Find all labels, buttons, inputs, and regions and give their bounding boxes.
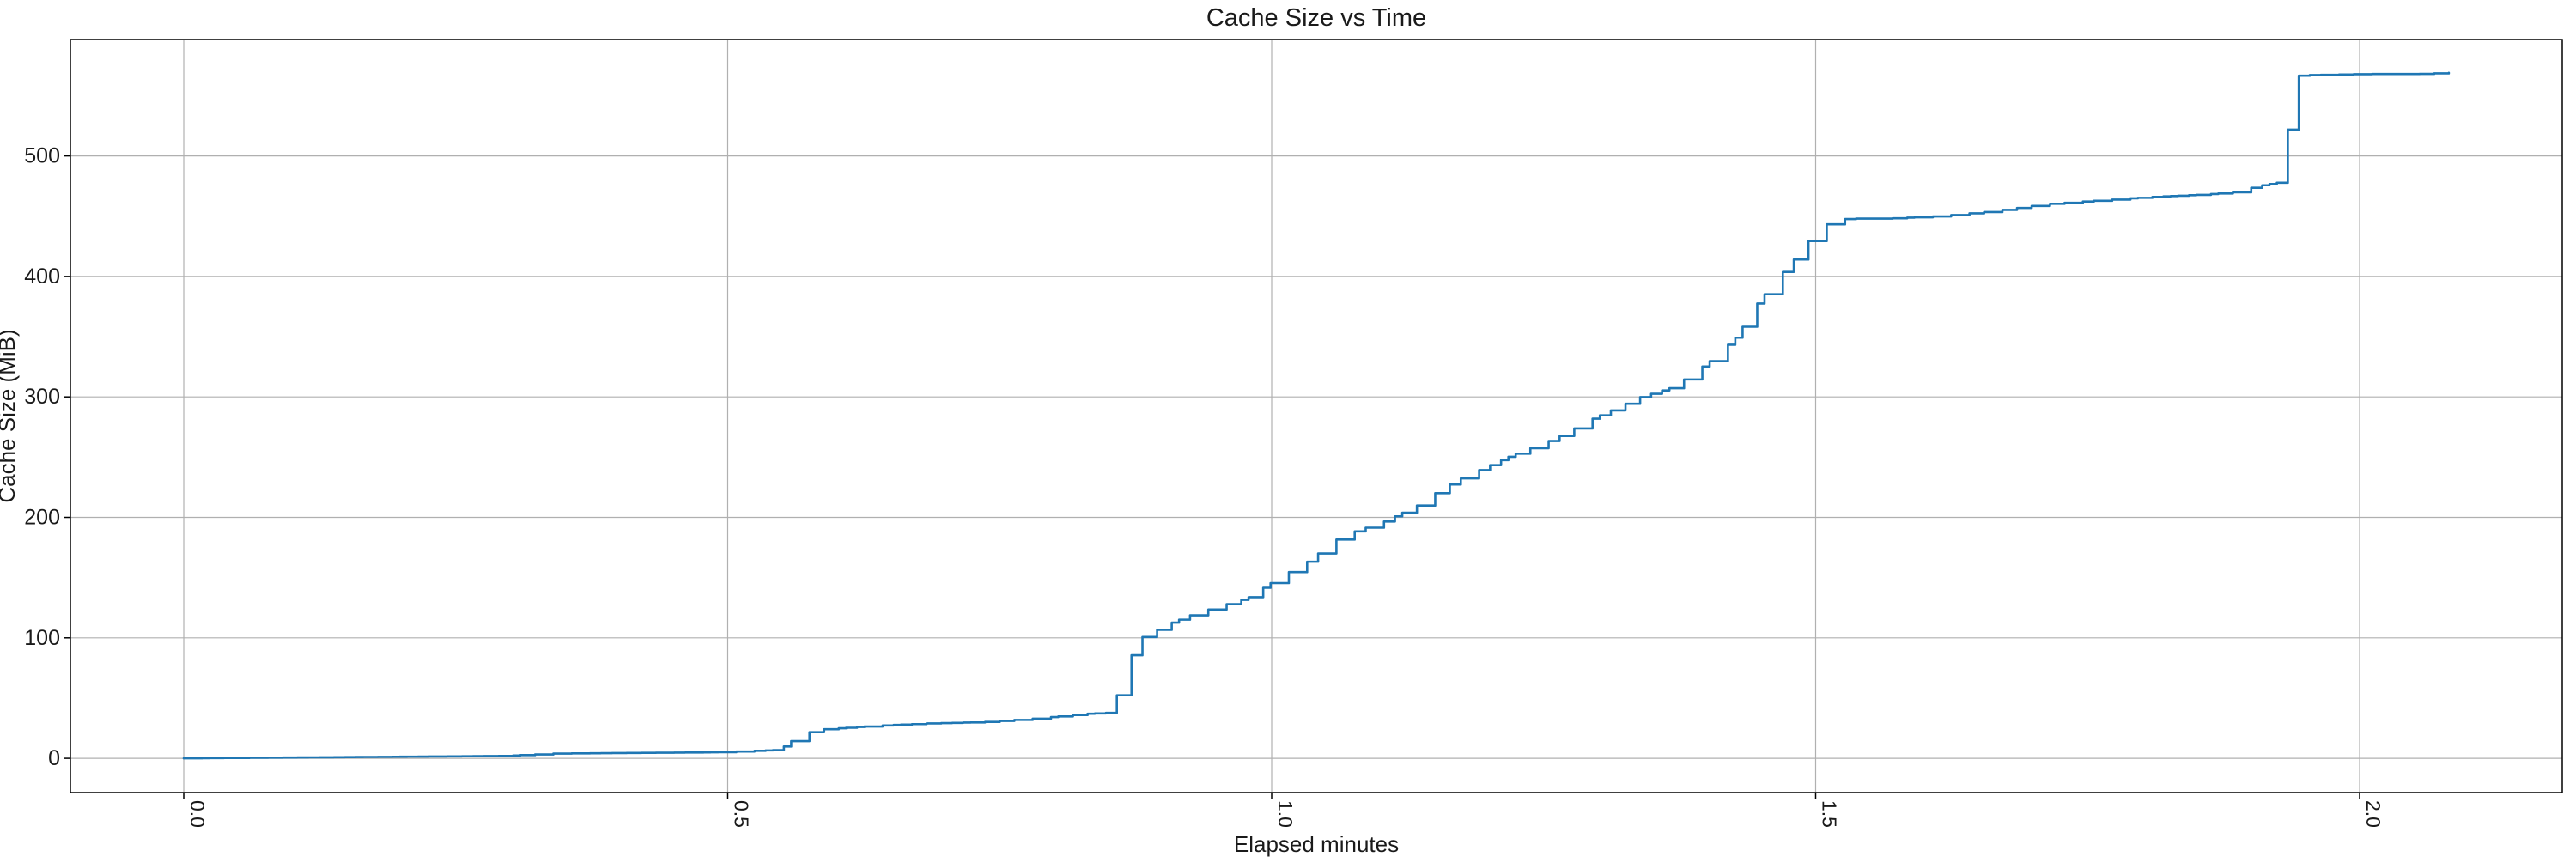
svg-text:Cache Size vs Time: Cache Size vs Time [1206, 4, 1426, 32]
svg-text:0: 0 [48, 746, 60, 770]
svg-text:200: 200 [24, 506, 60, 530]
svg-text:1.5: 1.5 [1819, 800, 1841, 828]
svg-text:300: 300 [24, 385, 60, 409]
svg-text:1.0: 1.0 [1274, 800, 1297, 828]
svg-text:0.5: 0.5 [731, 800, 753, 828]
svg-text:2.0: 2.0 [2362, 800, 2385, 828]
svg-text:0.0: 0.0 [186, 800, 209, 828]
svg-text:500: 500 [24, 144, 60, 168]
svg-text:400: 400 [24, 264, 60, 289]
svg-text:Cache Size (MiB): Cache Size (MiB) [0, 329, 20, 502]
svg-text:Elapsed minutes: Elapsed minutes [1234, 831, 1399, 857]
svg-text:100: 100 [24, 626, 60, 650]
